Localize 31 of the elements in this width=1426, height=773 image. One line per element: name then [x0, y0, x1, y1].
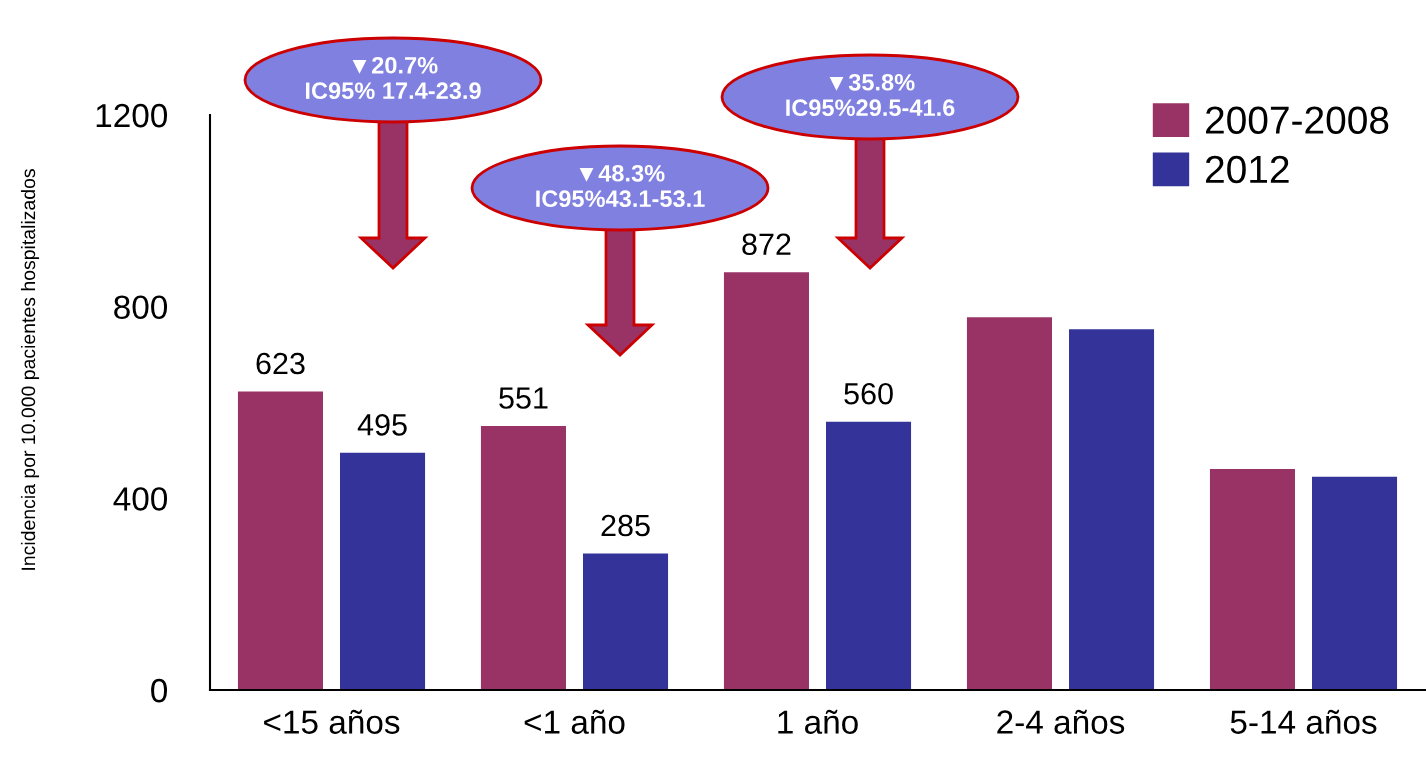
data-label: 623 [256, 352, 305, 375]
x-tick-label: <1 año [524, 709, 625, 734]
bar [480, 425, 566, 690]
data-label: 495 [357, 414, 407, 436]
bar [826, 421, 912, 690]
y-tick-label: 800 [114, 295, 168, 320]
data-label: 551 [499, 387, 548, 409]
bar [1209, 469, 1295, 690]
y-tick-label: 0 [151, 678, 168, 703]
bar [583, 553, 669, 690]
annotation: ▼48.3% IC95%43.1-53.1 [536, 164, 705, 208]
data-label: 560 [844, 382, 893, 405]
x-tick-label: 2-4 años [997, 709, 1125, 734]
bar [966, 317, 1052, 690]
legend-label: 2012 [1206, 155, 1289, 184]
y-tick-label: 400 [113, 487, 168, 511]
bar [1069, 329, 1155, 690]
x-tick-label: 1 año [778, 709, 858, 734]
legend-label: 2007-2008 [1206, 106, 1389, 134]
bar [723, 272, 809, 690]
bar [237, 391, 323, 690]
y-tick-label: 1200 [96, 103, 168, 128]
x-tick-label: 5-14 años [1230, 709, 1377, 734]
data-label: 872 [742, 233, 791, 256]
annotation: ▼35.8% IC95%29.5-41.6 [786, 73, 955, 117]
bar [340, 452, 426, 690]
bar [1312, 476, 1398, 690]
y-axis-title: Incidencia por 10.000 pacientes hospitalizados [20, 169, 40, 570]
text: ▼20.7% IC95% 17.4-23.9 [305, 56, 481, 100]
x-tick-label: <15 años [264, 709, 400, 734]
data-label: 285 [601, 514, 650, 537]
